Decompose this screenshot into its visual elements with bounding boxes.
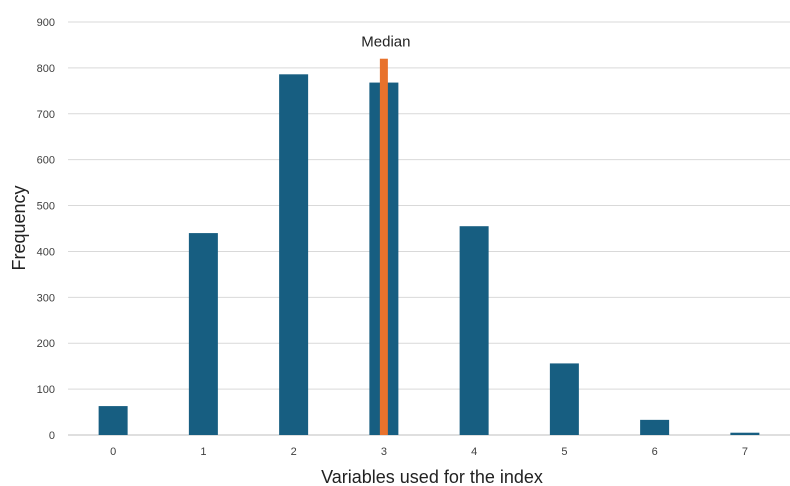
x-tick-labels: 0 1 2 3 4 5 6 7 [110, 446, 748, 458]
x-tick-label: 5 [561, 446, 567, 458]
y-tick-label: 900 [37, 17, 55, 29]
bar-4 [459, 226, 489, 435]
y-tick-labels: 0 100 200 300 400 500 600 700 800 900 [37, 17, 55, 442]
gridlines [68, 21, 790, 436]
x-tick-label: 0 [110, 446, 116, 458]
x-tick-label: 2 [291, 446, 297, 458]
x-tick-label: 4 [471, 446, 477, 458]
bar-1 [188, 233, 218, 435]
y-tick-label: 600 [37, 155, 55, 167]
y-tick-label: 400 [37, 246, 55, 258]
y-tick-label: 300 [37, 292, 55, 304]
bar-6 [640, 419, 670, 435]
bar-5 [549, 363, 579, 435]
y-tick-label: 800 [37, 63, 55, 75]
y-tick-label: 700 [37, 109, 55, 121]
bar-7 [730, 432, 760, 435]
bar-0 [98, 406, 128, 435]
y-tick-label: 200 [37, 338, 55, 350]
x-tick-label: 7 [742, 446, 748, 458]
y-tick-label: 0 [49, 430, 55, 442]
x-tick-label: 3 [381, 446, 387, 458]
x-axis-title: Variables used for the index [321, 467, 543, 486]
x-tick-label: 6 [652, 446, 658, 458]
median-marker: Median [361, 34, 410, 435]
median-label: Median [361, 34, 410, 51]
x-tick-label: 1 [200, 446, 206, 458]
y-axis-title: Frequency [9, 185, 29, 270]
bars [98, 74, 760, 436]
y-tick-label: 500 [37, 201, 55, 213]
median-line [379, 58, 388, 435]
bar-2 [279, 74, 309, 436]
y-tick-label: 100 [37, 384, 55, 396]
